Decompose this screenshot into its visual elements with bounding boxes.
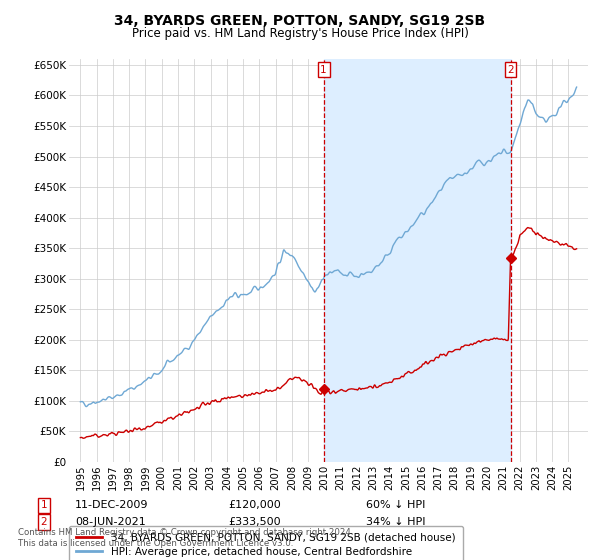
Text: 2: 2 [507, 65, 514, 75]
Text: 11-DEC-2009: 11-DEC-2009 [75, 500, 149, 510]
Text: Contains HM Land Registry data © Crown copyright and database right 2024.
This d: Contains HM Land Registry data © Crown c… [18, 528, 353, 548]
Text: 2: 2 [40, 517, 47, 527]
Legend: 34, BYARDS GREEN, POTTON, SANDY, SG19 2SB (detached house), HPI: Average price, : 34, BYARDS GREEN, POTTON, SANDY, SG19 2S… [69, 526, 463, 560]
Text: 08-JUN-2021: 08-JUN-2021 [75, 517, 146, 527]
Text: 1: 1 [40, 500, 47, 510]
Text: 60% ↓ HPI: 60% ↓ HPI [366, 500, 425, 510]
Text: 1: 1 [320, 65, 327, 75]
Text: 34% ↓ HPI: 34% ↓ HPI [366, 517, 425, 527]
Text: £120,000: £120,000 [228, 500, 281, 510]
Text: £333,500: £333,500 [228, 517, 281, 527]
Bar [323, 59, 511, 462]
Text: 34, BYARDS GREEN, POTTON, SANDY, SG19 2SB: 34, BYARDS GREEN, POTTON, SANDY, SG19 2S… [115, 14, 485, 28]
Text: Price paid vs. HM Land Registry's House Price Index (HPI): Price paid vs. HM Land Registry's House … [131, 27, 469, 40]
